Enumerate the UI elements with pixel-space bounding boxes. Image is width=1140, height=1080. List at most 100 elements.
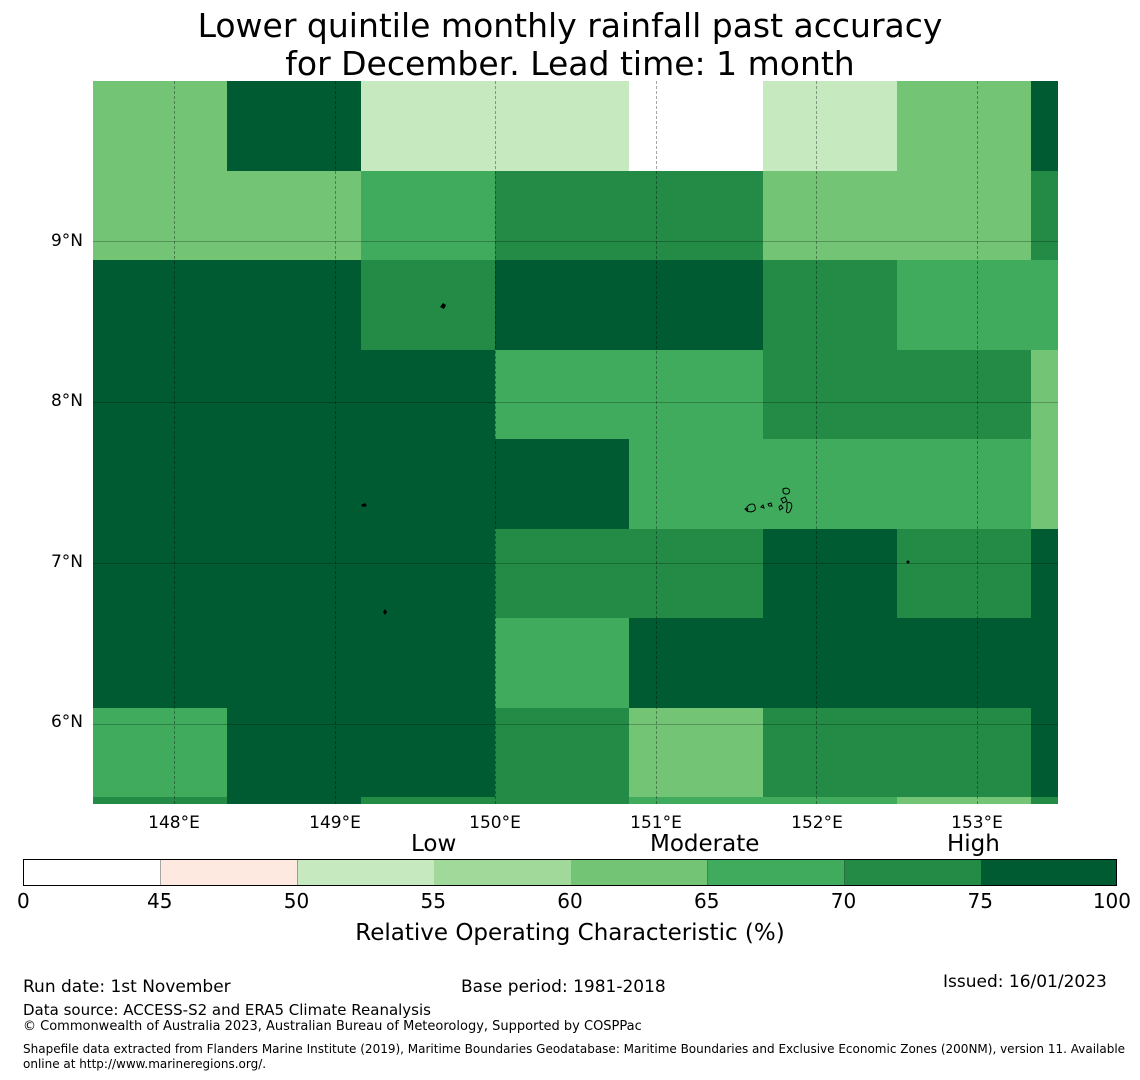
- colorbar-segment: [160, 860, 298, 885]
- grid-cell: [93, 81, 228, 172]
- colorbar-tick-label: 50: [283, 889, 310, 913]
- grid-cell: [763, 618, 898, 709]
- grid-cell: [495, 170, 630, 261]
- grid-cell: [361, 797, 496, 804]
- longitude-gridline: [816, 81, 817, 804]
- longitude-label-151e: 151°E: [630, 813, 682, 833]
- grid-cell: [1031, 439, 1058, 530]
- grid-cell: [361, 528, 496, 619]
- chuuk-lagoon-islands: [744, 487, 793, 514]
- longitude-gridline: [656, 81, 657, 804]
- grid-cell: [629, 260, 764, 351]
- grid-cell: [495, 528, 630, 619]
- grid-cell: [227, 618, 362, 709]
- colorbar-segment: [434, 860, 572, 885]
- grid-cell: [629, 707, 764, 798]
- grid-cell: [897, 439, 1032, 530]
- colorbar-segment: [844, 860, 982, 885]
- chart-title-line-2: for December. Lead time: 1 month: [285, 44, 855, 83]
- grid-cell: [361, 707, 496, 798]
- grid-cell: [495, 797, 630, 804]
- grid-cell: [227, 439, 362, 530]
- colorbar-tick-label: 55: [420, 889, 446, 913]
- chart-title-line-1: Lower quintile monthly rainfall past acc…: [197, 6, 943, 45]
- grid-cell: [897, 81, 1032, 172]
- grid-cell: [361, 170, 496, 261]
- latitude-gridline: [93, 241, 1058, 242]
- grid-cell: [227, 170, 362, 261]
- grid-cell: [93, 170, 228, 261]
- colorbar-segment: [24, 860, 162, 885]
- grid-cell: [361, 349, 496, 440]
- grid-cell: [897, 170, 1032, 261]
- grid-cell: [361, 81, 496, 172]
- grid-cell: [763, 81, 898, 172]
- grid-cell: [897, 707, 1032, 798]
- grid-cell: [1031, 528, 1058, 619]
- grid-cell: [629, 439, 764, 530]
- colorbar-tick-label: 45: [147, 889, 173, 913]
- grid-cell: [629, 528, 764, 619]
- longitude-label-148e: 148°E: [148, 813, 200, 833]
- colorbar-tick-label: 70: [830, 889, 857, 913]
- rainfall-accuracy-map: [93, 81, 1058, 804]
- colorbar-segment: [571, 860, 709, 885]
- grid-cell: [1031, 260, 1058, 351]
- grid-cell: [763, 707, 898, 798]
- base-period: Base period: 1981-2018: [461, 977, 666, 997]
- latitude-label-6n: 6°N: [50, 712, 83, 732]
- grid-cell: [93, 618, 228, 709]
- colorbar: [23, 859, 1117, 886]
- longitude-gridline: [335, 81, 336, 804]
- grid-cell: [763, 170, 898, 261]
- grid-cell: [1031, 707, 1058, 798]
- grid-cell: [495, 618, 630, 709]
- island-outline: [361, 503, 367, 507]
- longitude-label-152e: 152°E: [791, 813, 843, 833]
- grid-cell: [227, 260, 362, 351]
- grid-cell: [629, 797, 764, 804]
- grid-cell: [1031, 170, 1058, 261]
- grid-cell: [495, 349, 630, 440]
- grid-cell: [495, 81, 630, 172]
- colorbar-segment: [981, 860, 1116, 885]
- latitude-gridline: [93, 563, 1058, 564]
- data-source: Data source: ACCESS-S2 and ERA5 Climate …: [23, 1001, 431, 1019]
- grid-cell: [1031, 797, 1058, 804]
- grid-cell: [763, 260, 898, 351]
- latitude-label-7n: 7°N: [50, 552, 83, 572]
- grid-cell: [93, 349, 228, 440]
- grid-cell: [227, 528, 362, 619]
- grid-cell: [1031, 81, 1058, 172]
- grid-cell: [361, 618, 496, 709]
- grid-cell: [897, 797, 1032, 804]
- legend-category-moderate: Moderate: [650, 831, 760, 857]
- grid-cell: [495, 260, 630, 351]
- grid-cell: [227, 797, 362, 804]
- grid-cell: [495, 707, 630, 798]
- island-outline: [383, 609, 387, 615]
- longitude-label-149e: 149°E: [309, 813, 361, 833]
- longitude-gridline: [977, 81, 978, 804]
- grid-cell: [495, 439, 630, 530]
- island-outline: [906, 560, 910, 564]
- longitude-gridline: [174, 81, 175, 804]
- copyright-notice: © Commonwealth of Australia 2023, Austra…: [23, 1019, 642, 1034]
- grid-cell: [629, 618, 764, 709]
- colorbar-label: Relative Operating Characteristic (%): [355, 920, 785, 946]
- colorbar-tick-label: 60: [557, 889, 583, 913]
- grid-cell: [763, 349, 898, 440]
- grid-cell: [227, 81, 362, 172]
- grid-cell: [361, 260, 496, 351]
- grid-cell: [897, 349, 1032, 440]
- grid-cell: [93, 260, 228, 351]
- legend-category-low: Low: [411, 831, 457, 857]
- longitude-label-153e: 153°E: [951, 813, 1003, 833]
- grid-cell: [897, 260, 1032, 351]
- issued-date: Issued: 16/01/2023: [943, 972, 1107, 992]
- grid-cell: [1031, 349, 1058, 440]
- island-outline: [440, 303, 446, 309]
- latitude-gridline: [93, 402, 1058, 403]
- grid-cell: [93, 707, 228, 798]
- grid-cell: [1031, 618, 1058, 709]
